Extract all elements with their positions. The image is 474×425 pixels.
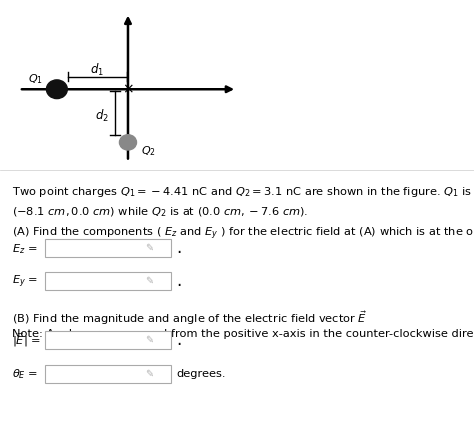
Text: $d_1$: $d_1$ <box>90 62 104 78</box>
Text: degrees.: degrees. <box>176 368 226 379</box>
Text: $|\vec{E}|$ =: $|\vec{E}|$ = <box>12 331 41 349</box>
Text: $\times$: $\times$ <box>122 82 134 96</box>
Text: $\theta_E$ =: $\theta_E$ = <box>12 367 38 381</box>
Text: ✎: ✎ <box>145 276 154 286</box>
Text: $d_2$: $d_2$ <box>95 108 109 124</box>
Text: ✎: ✎ <box>145 368 154 379</box>
Text: $(-8.1$ $\it{cm},0.0$ $\it{cm})$ while $Q_2$ is at $(0.0$ $\it{cm},-7.6$ $\it{cm: $(-8.1$ $\it{cm},0.0$ $\it{cm})$ while $… <box>12 205 308 219</box>
FancyBboxPatch shape <box>45 365 171 382</box>
Text: $Q_2$: $Q_2$ <box>141 144 155 158</box>
Text: .: . <box>176 331 182 348</box>
Text: $E_y$ =: $E_y$ = <box>12 273 38 289</box>
Text: $Q_1$: $Q_1$ <box>28 72 43 85</box>
Text: (B) Find the magnitude and angle of the electric field vector $\vec{E}$: (B) Find the magnitude and angle of the … <box>12 309 367 327</box>
Text: Note: Angles are measured from the positive x-axis in the counter-clockwise dire: Note: Angles are measured from the posit… <box>12 329 474 339</box>
Text: (A) Find the components ( $E_z$ and $E_y$ ) for the electric field at (A) which : (A) Find the components ( $E_z$ and $E_y… <box>12 226 474 243</box>
Text: .: . <box>176 272 182 290</box>
Circle shape <box>46 80 67 99</box>
Text: .: . <box>176 239 182 257</box>
Text: ✎: ✎ <box>145 243 154 253</box>
Text: $E_z$ =: $E_z$ = <box>12 242 37 255</box>
FancyBboxPatch shape <box>45 239 171 257</box>
Circle shape <box>119 135 137 150</box>
Text: ✎: ✎ <box>145 334 154 345</box>
FancyBboxPatch shape <box>45 331 171 348</box>
FancyBboxPatch shape <box>45 272 171 290</box>
Text: Two point charges $Q_1 = -4.41$ nC and $Q_2 = 3.1$ nC are shown in the figure. $: Two point charges $Q_1 = -4.41$ nC and $… <box>12 185 474 199</box>
